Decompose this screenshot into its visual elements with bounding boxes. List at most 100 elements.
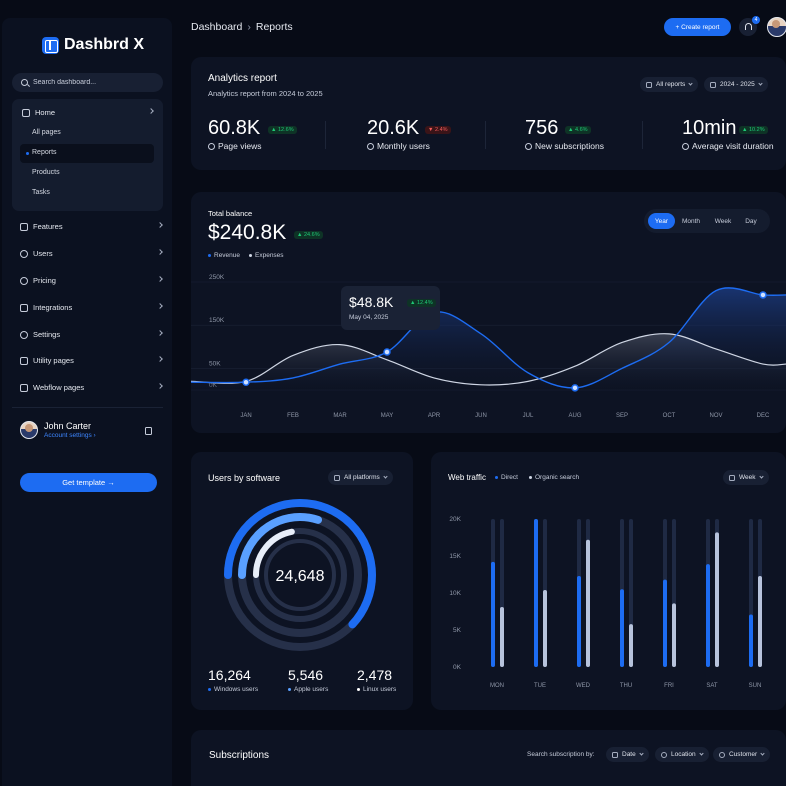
software-donut-chart: 24,648 <box>224 499 376 651</box>
sidebar-sub-products[interactable]: Products <box>32 169 60 176</box>
sidebar-item-webflow-pages[interactable]: Webflow pages <box>20 383 84 392</box>
sidebar-sub-tasks[interactable]: Tasks <box>32 189 50 196</box>
y-tick-label: 20K <box>449 516 461 523</box>
bar-organic[interactable] <box>758 575 762 667</box>
week-filter[interactable]: Week <box>723 470 769 485</box>
chevron-down-icon <box>688 81 693 86</box>
years-filter[interactable]: 2024 - 2025 <box>704 77 768 92</box>
chevron-down-icon <box>758 81 763 86</box>
dollar-icon <box>20 276 28 285</box>
data-point[interactable] <box>759 291 767 299</box>
chevron-right-icon <box>157 222 163 228</box>
tab-year[interactable]: Year <box>648 213 675 229</box>
y-tick-label: 50K <box>209 360 221 367</box>
bar-direct[interactable] <box>663 579 667 667</box>
logo[interactable]: Dashbrd X <box>42 36 144 54</box>
legend-dot <box>357 688 360 691</box>
software-label: Windows users <box>208 686 258 693</box>
create-report-button[interactable]: + Create report <box>664 18 731 36</box>
bar-direct[interactable] <box>620 589 624 667</box>
avatar[interactable] <box>767 17 786 37</box>
customer-filter[interactable]: Customer <box>713 747 771 762</box>
legend-dot <box>249 254 252 257</box>
breadcrumb-item[interactable]: Dashboard <box>191 21 243 33</box>
avatar <box>20 421 38 439</box>
x-tick-label: MON <box>490 683 504 689</box>
data-point[interactable] <box>383 348 391 356</box>
software-value: 16,264 <box>208 667 251 683</box>
bar-direct[interactable] <box>706 564 710 667</box>
date-filter[interactable]: Date <box>606 747 649 762</box>
sidebar-item-home[interactable]: Home <box>22 108 55 117</box>
tab-day[interactable]: Day <box>745 217 757 225</box>
get-template-label: Get template <box>62 478 106 487</box>
account-settings-link[interactable]: Account settings › <box>44 432 96 439</box>
chart-tooltip: $48.8K ▲ 12.4% May 04, 2025 <box>341 286 440 330</box>
bar-organic[interactable] <box>672 603 676 667</box>
sidebar-item-integrations[interactable]: Integrations <box>20 303 72 312</box>
analytics-title: Analytics report <box>208 73 277 84</box>
sidebar-item-features[interactable]: Features <box>20 222 63 231</box>
sidebar-item-settings[interactable]: Settings <box>20 330 60 339</box>
get-template-button[interactable]: Get template → <box>20 473 157 492</box>
gear-icon <box>20 330 28 339</box>
legend-label: Organic search <box>535 474 580 481</box>
grid-icon <box>334 474 340 481</box>
active-dot <box>26 152 29 155</box>
data-point[interactable] <box>242 378 250 386</box>
platforms-filter[interactable]: All platforms <box>328 470 393 485</box>
donut-segment-3[interactable] <box>253 528 347 622</box>
calendar-icon <box>729 474 735 481</box>
software-label: Apple users <box>288 686 328 693</box>
x-tick-label: MAR <box>333 413 347 419</box>
sidebar-item-label: Settings <box>33 330 61 339</box>
sidebar-item-label: Pricing <box>33 276 56 285</box>
bar-organic[interactable] <box>715 532 719 667</box>
bar-direct[interactable] <box>749 614 753 667</box>
sidebar-item-pricing[interactable]: Pricing <box>20 276 56 285</box>
sidebar-item-utility-pages[interactable]: Utility pages <box>20 356 74 365</box>
reports-filter[interactable]: All reports <box>640 77 699 92</box>
x-tick-label: MAY <box>381 413 394 419</box>
tab-month[interactable]: Month <box>681 217 701 225</box>
x-tick-label: SAT <box>706 683 718 689</box>
search-input[interactable] <box>33 79 153 86</box>
data-point[interactable] <box>571 384 579 392</box>
bar-direct[interactable] <box>491 561 495 667</box>
donut-segment-1[interactable] <box>224 499 376 651</box>
bar-organic[interactable] <box>629 624 633 667</box>
search-box[interactable] <box>12 73 163 92</box>
balance-change-value: 24.6% <box>303 232 320 238</box>
calendar-icon <box>612 751 618 758</box>
y-tick-label: 5K <box>453 627 462 634</box>
donut-segment-2[interactable] <box>238 513 362 637</box>
chevron-right-icon <box>157 356 163 362</box>
donut-inner-ring <box>264 539 336 611</box>
balance-change: ▲ 24.6% <box>294 231 323 239</box>
legend-dot <box>208 688 211 691</box>
bar-direct[interactable] <box>577 575 581 667</box>
sidebar-sub-active-bg[interactable] <box>20 144 154 163</box>
bar-organic[interactable] <box>500 607 504 667</box>
sidebar-item-users[interactable]: Users <box>20 249 53 258</box>
legend-label: Direct <box>501 474 518 481</box>
stat-label: New subscriptions <box>525 141 604 151</box>
wrench-icon <box>20 356 28 365</box>
platforms-filter-label: All platforms <box>344 474 380 481</box>
sidebar-toggle-icon[interactable] <box>145 427 152 435</box>
x-tick-label: NOV <box>709 413 722 419</box>
software-label-text: Windows users <box>214 686 259 693</box>
chevron-down-icon <box>383 474 388 479</box>
user-profile[interactable]: John Carter Account settings › <box>20 421 96 439</box>
bar-organic[interactable] <box>586 539 590 667</box>
sidebar-sub-all-pages[interactable]: All pages <box>32 129 61 136</box>
x-tick-label: APR <box>428 413 441 419</box>
bar-direct[interactable] <box>534 519 538 667</box>
location-filter[interactable]: Location <box>655 747 709 762</box>
stat-label-text: Average visit duration <box>692 141 774 151</box>
tab-week[interactable]: Week <box>714 217 732 225</box>
x-tick-label: DEC <box>757 413 770 419</box>
legend-dot <box>495 476 498 479</box>
bar-organic[interactable] <box>543 590 547 667</box>
sidebar-sub-reports[interactable]: Reports <box>32 149 57 156</box>
